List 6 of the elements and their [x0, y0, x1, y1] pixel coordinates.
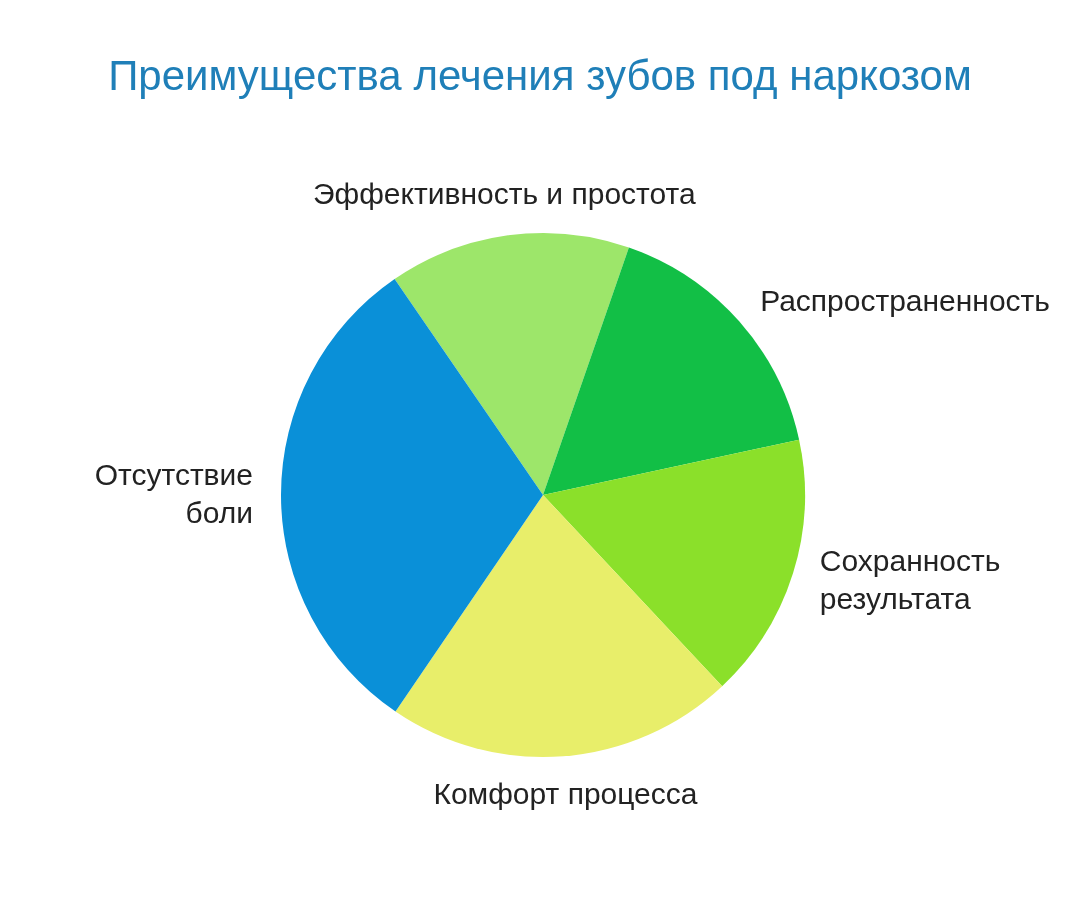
slice-label: Отсутствие боли — [94, 457, 253, 529]
chart-title: Преимущества лечения зубов под наркозом — [107, 52, 973, 100]
slice-label: Распространенность — [760, 284, 1051, 318]
slice-label: Комфорт процесса — [433, 777, 698, 811]
slice-label: Эффективность и простота — [312, 176, 696, 210]
slice-label: Сохранность результата — [819, 543, 1001, 615]
